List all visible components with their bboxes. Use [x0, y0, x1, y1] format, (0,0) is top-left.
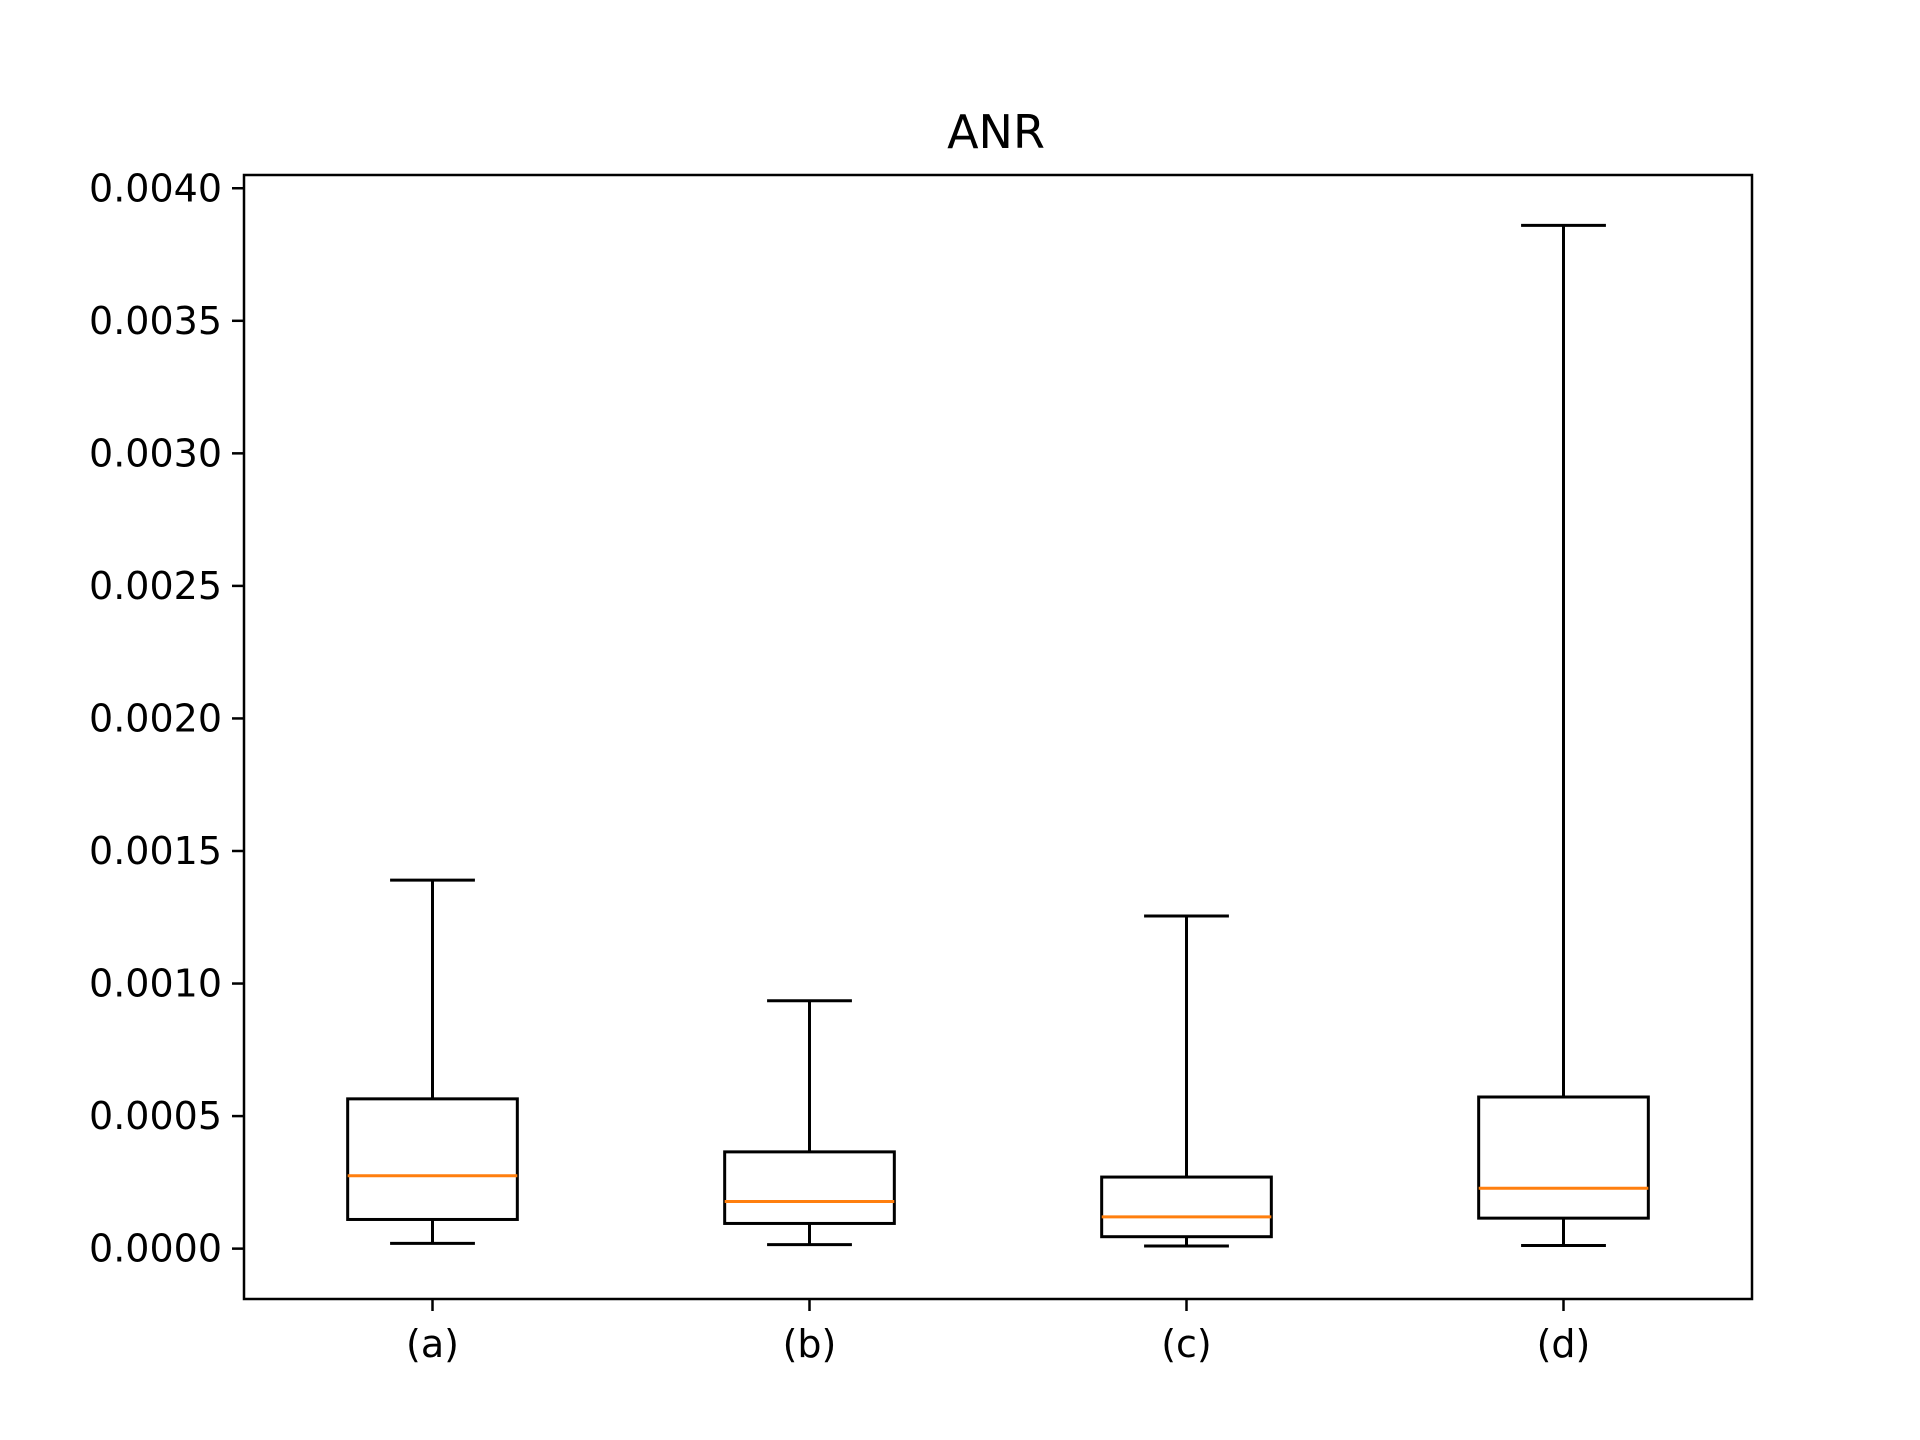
chart-title: ANR [947, 105, 1045, 159]
y-tick-label: 0.0030 [89, 431, 222, 475]
iqr-box [1100, 1175, 1273, 1239]
x-tick-label: (c) [1161, 1322, 1212, 1366]
iqr-box [346, 1097, 519, 1221]
x-tick-label: (d) [1537, 1322, 1591, 1366]
y-tick-label: 0.0005 [89, 1094, 222, 1138]
y-tick-label: 0.0035 [89, 299, 222, 343]
y-tick-label: 0.0025 [89, 564, 222, 608]
boxes-layer [346, 223, 1650, 1248]
y-tick-label: 0.0015 [89, 829, 222, 873]
iqr-box [1477, 1095, 1650, 1220]
box-group-2 [723, 999, 896, 1247]
box-group-4 [1477, 223, 1650, 1247]
y-tick-label: 0.0010 [89, 962, 222, 1006]
iqr-box [723, 1150, 896, 1225]
y-tick-label: 0.0000 [89, 1227, 222, 1271]
x-tick-label: (a) [406, 1322, 459, 1366]
ticks-layer: (a) (b) (c) (d) 0.0000 0.0005 0.0010 0.0015 0.00… [89, 166, 1590, 1366]
x-tick-label: (b) [783, 1322, 837, 1366]
plot-area-frame [242, 173, 1754, 1301]
y-tick-label: 0.0040 [89, 166, 222, 210]
y-tick-label: 0.0020 [89, 696, 222, 740]
box-group-3 [1100, 914, 1273, 1248]
box-group-1 [346, 878, 519, 1245]
